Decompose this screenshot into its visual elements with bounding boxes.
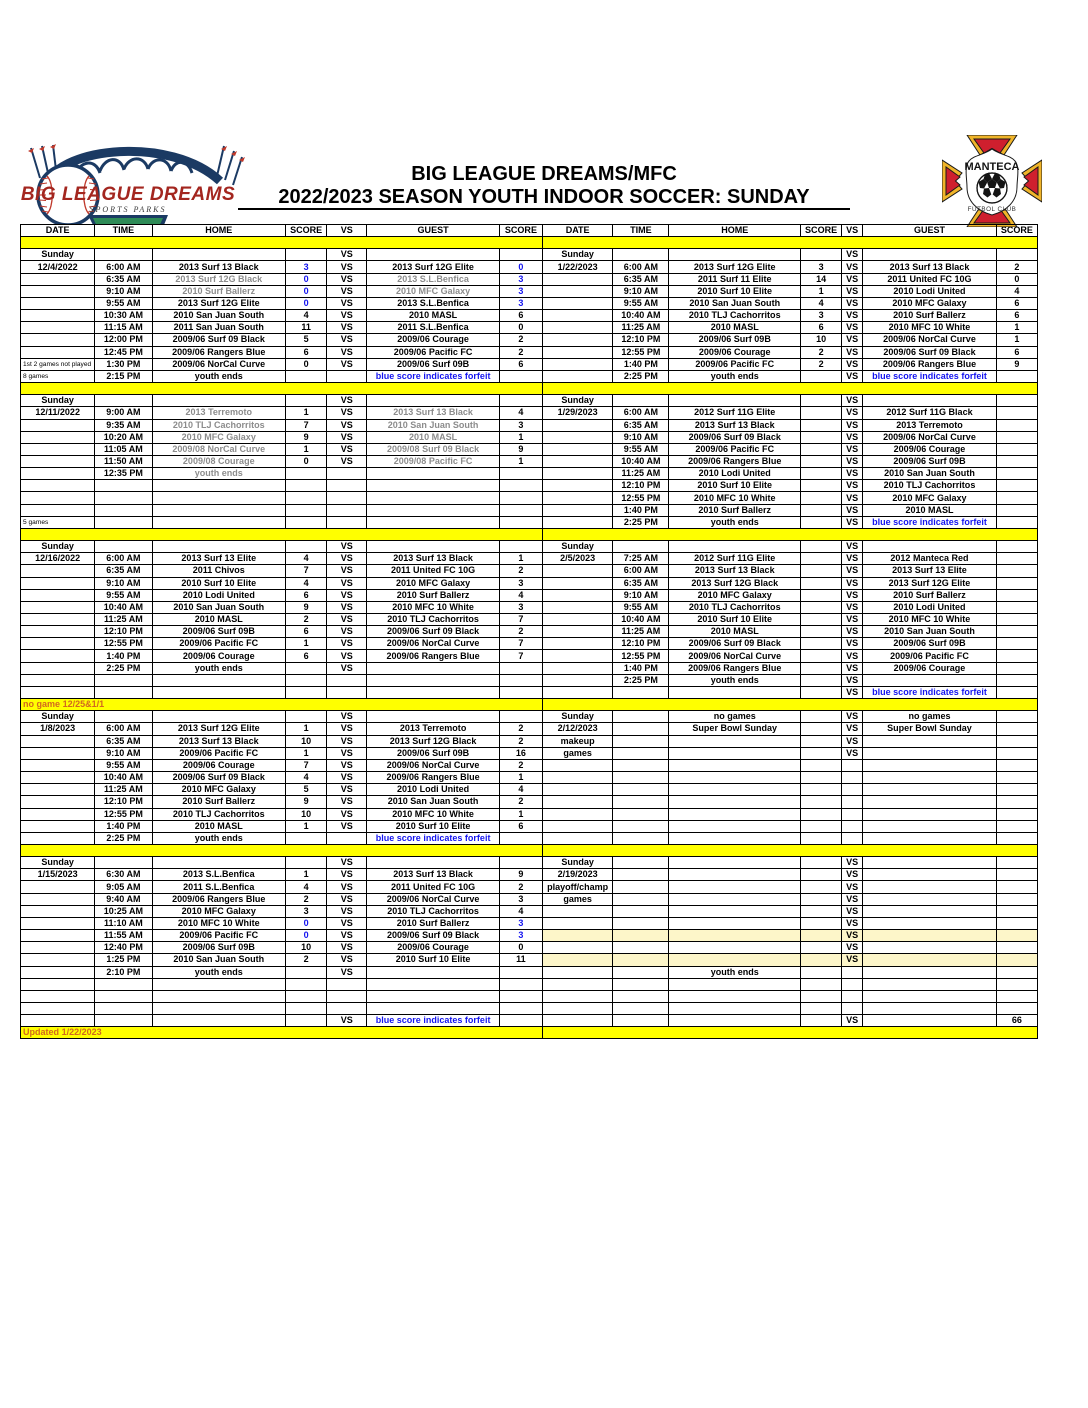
svg-text:BIG LEAGUE DREAMS: BIG LEAGUE DREAMS bbox=[21, 184, 235, 205]
svg-text:SPORTS PARKS: SPORTS PARKS bbox=[90, 205, 167, 214]
svg-text:FUTBOL CLUB: FUTBOL CLUB bbox=[968, 206, 1017, 213]
svg-text:MANTECA: MANTECA bbox=[965, 161, 1020, 173]
